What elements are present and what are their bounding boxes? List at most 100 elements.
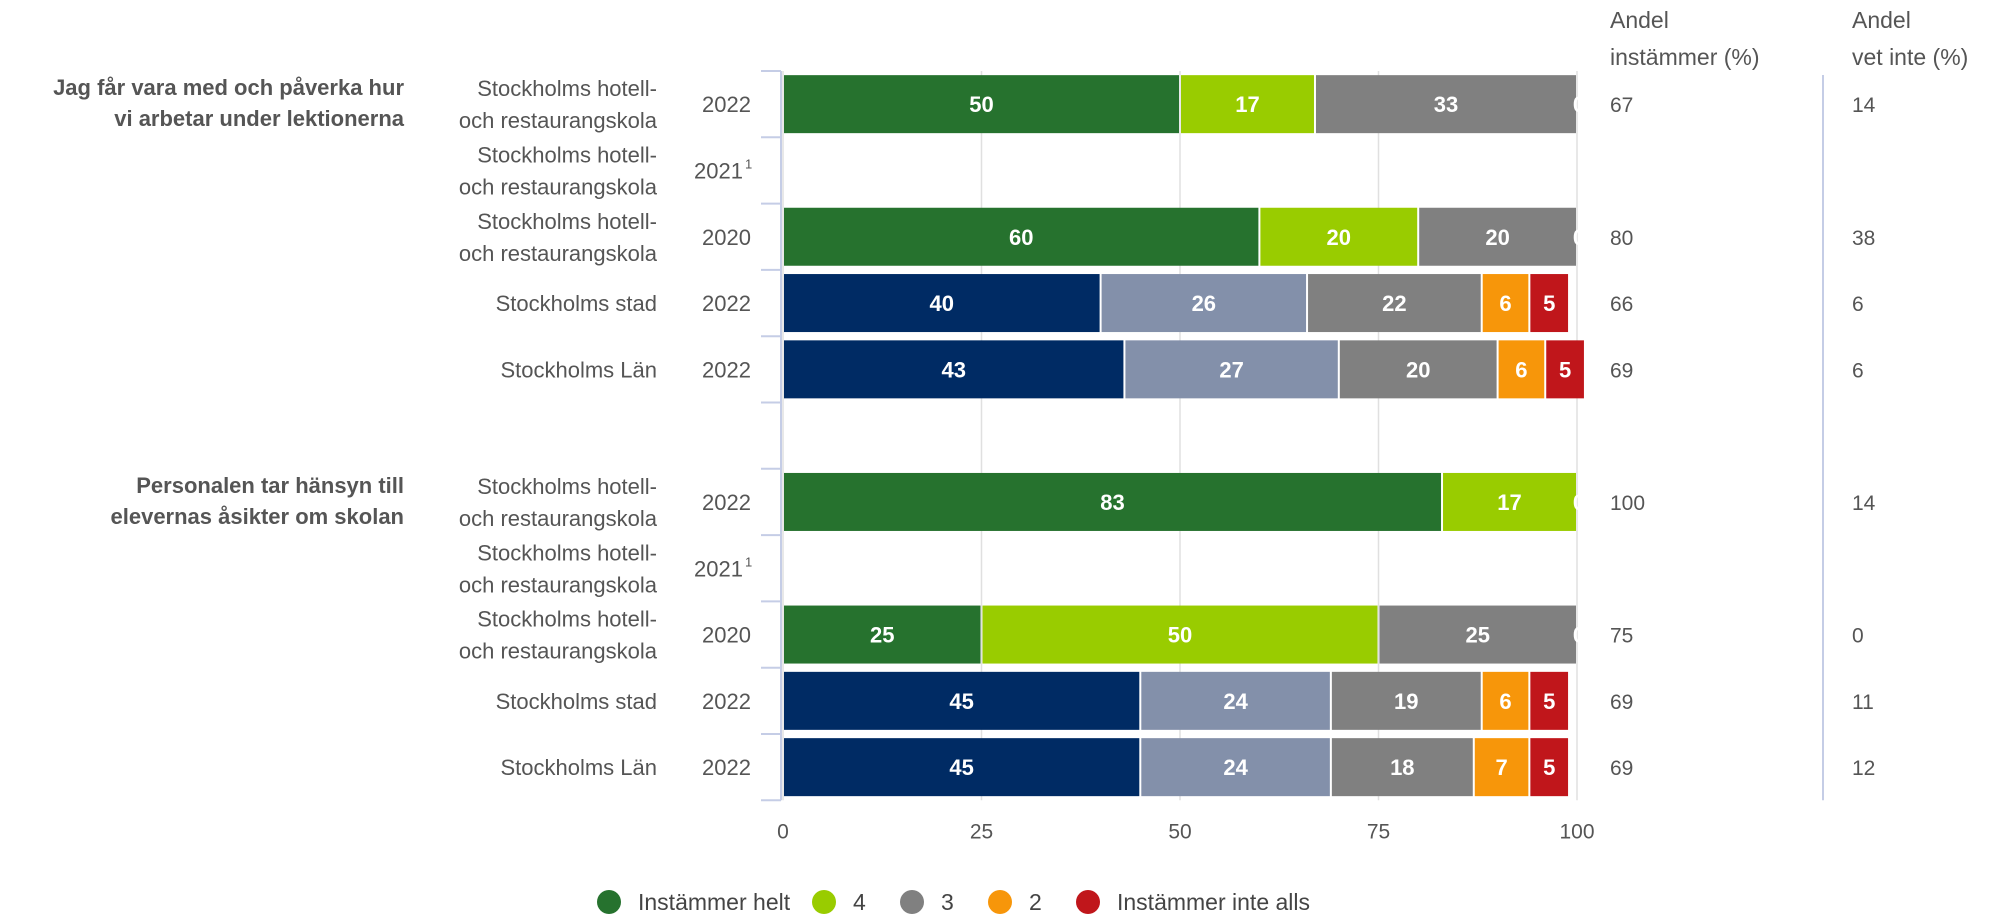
row-year-label: 2020 [702, 623, 751, 648]
bar-data-label: 60 [1009, 225, 1033, 250]
legend-label: 3 [941, 889, 954, 915]
andel-instammer-value: 100 [1610, 492, 1645, 515]
bar-segment [1443, 472, 1576, 531]
column-header-andel-instammer: instämmer (%) [1610, 44, 1760, 70]
legend-label: 4 [853, 889, 866, 915]
bar-data-label: 40 [930, 291, 954, 316]
row-unit-label: Stockholms hotell- [477, 474, 657, 499]
andel-vet-inte-value: 11 [1852, 691, 1874, 714]
bar-data-label: 45 [949, 689, 973, 714]
bar-segment [1125, 340, 1338, 399]
legend-marker [597, 890, 621, 914]
row-unit-label: Stockholms stad [496, 689, 657, 714]
andel-vet-inte-value: 14 [1852, 94, 1876, 117]
bar-data-label: 45 [949, 755, 973, 780]
bar-data-label: 6 [1499, 291, 1511, 316]
bar-data-label: 19 [1394, 689, 1418, 714]
andel-instammer-value: 80 [1610, 227, 1633, 250]
group-question-label: Jag får vara med och påverka hur [53, 75, 404, 100]
andel-instammer-value: 69 [1610, 691, 1633, 714]
bar-data-label: 50 [1168, 623, 1192, 648]
row-unit-label: Stockholms Län [500, 357, 657, 382]
row-year-label: 2022 [702, 92, 751, 117]
legend-marker [988, 890, 1012, 914]
row-year-label: 2022 [702, 490, 751, 515]
bar-data-label: 17 [1235, 92, 1259, 117]
x-tick-label: 0 [777, 820, 789, 843]
andel-vet-inte-value: 38 [1852, 227, 1875, 250]
row-year-footnote: 1 [745, 156, 752, 171]
legend-marker [1076, 890, 1100, 914]
bar-data-label: 20 [1406, 357, 1430, 382]
bar-segment [1101, 274, 1307, 333]
bar-segment [1379, 605, 1576, 664]
bar-segment [1260, 207, 1418, 266]
bar-segment [1315, 75, 1576, 134]
bar-data-label: 83 [1100, 490, 1124, 515]
legend-label: Instämmer helt [638, 889, 791, 915]
row-year-label: 2022 [702, 291, 751, 316]
row-year-label: 2022 [702, 755, 751, 780]
legend-label: 2 [1029, 889, 1042, 915]
bar-data-label: 17 [1497, 490, 1521, 515]
legend-label: Instämmer inte alls [1117, 889, 1310, 915]
bar-segment [1530, 274, 1569, 333]
row-unit-label: och restaurangskola [459, 572, 658, 597]
group-question-label: elevernas åsikter om skolan [111, 504, 405, 529]
x-tick-label: 100 [1559, 820, 1594, 843]
bar-segment [1546, 340, 1584, 399]
bar-segment [1141, 671, 1330, 730]
bar-data-label: 27 [1219, 357, 1243, 382]
bar-data-label: 24 [1223, 755, 1248, 780]
bar-segment [784, 472, 1442, 531]
bar-data-label: 5 [1543, 755, 1555, 780]
bar-data-label: 43 [941, 357, 965, 382]
bar-data-label: 24 [1223, 689, 1248, 714]
row-unit-label: och restaurangskola [459, 108, 658, 133]
bar-data-label: 5 [1543, 291, 1555, 316]
andel-vet-inte-value: 12 [1852, 757, 1875, 780]
bar-segment [1331, 738, 1473, 797]
bar-data-label: 25 [1466, 623, 1490, 648]
row-unit-label: Stockholms hotell- [477, 540, 657, 565]
bar-segment [784, 207, 1259, 266]
bar-segment [784, 671, 1140, 730]
bar-segment [982, 605, 1378, 664]
row-unit-label: och restaurangskola [459, 174, 658, 199]
bar-data-label: 20 [1485, 225, 1509, 250]
bar-segment [1530, 671, 1569, 730]
bar-segment [1308, 274, 1481, 333]
bar-data-label: 50 [969, 92, 993, 117]
andel-instammer-value: 69 [1610, 757, 1633, 780]
bar-data-label: 22 [1382, 291, 1406, 316]
bar-segment [784, 738, 1140, 797]
andel-vet-inte-value: 0 [1852, 625, 1864, 648]
bar-data-label: 5 [1559, 357, 1571, 382]
bar-segment [1331, 671, 1481, 730]
bar-data-label: 33 [1434, 92, 1458, 117]
group-question-label: Personalen tar hänsyn till [136, 473, 404, 498]
row-unit-label: Stockholms hotell- [477, 607, 657, 632]
column-header-andel-vet_inte: vet inte (%) [1852, 44, 1968, 70]
group-question-label: vi arbetar under lektionerna [114, 106, 405, 131]
bar-segment [1339, 340, 1497, 399]
andel-instammer-value: 75 [1610, 625, 1633, 648]
bar-data-label: 20 [1327, 225, 1351, 250]
bar-data-label: 0 [1573, 623, 1585, 648]
bar-data-label: 6 [1515, 357, 1527, 382]
bar-segment [784, 274, 1100, 333]
bar-segment [1482, 274, 1529, 333]
row-unit-label: Stockholms hotell- [477, 209, 657, 234]
x-tick-label: 25 [970, 820, 993, 843]
bar-segment [1474, 738, 1529, 797]
x-tick-label: 50 [1168, 820, 1191, 843]
bar-data-label: 0 [1573, 490, 1585, 515]
andel-vet-inte-value: 6 [1852, 293, 1864, 316]
bar-segment [1498, 340, 1545, 399]
bar-data-label: 26 [1192, 291, 1216, 316]
andel-instammer-value: 69 [1610, 359, 1633, 382]
andel-vet-inte-value: 14 [1852, 492, 1876, 515]
bar-segment [1482, 671, 1529, 730]
row-unit-label: Stockholms hotell- [477, 76, 657, 101]
